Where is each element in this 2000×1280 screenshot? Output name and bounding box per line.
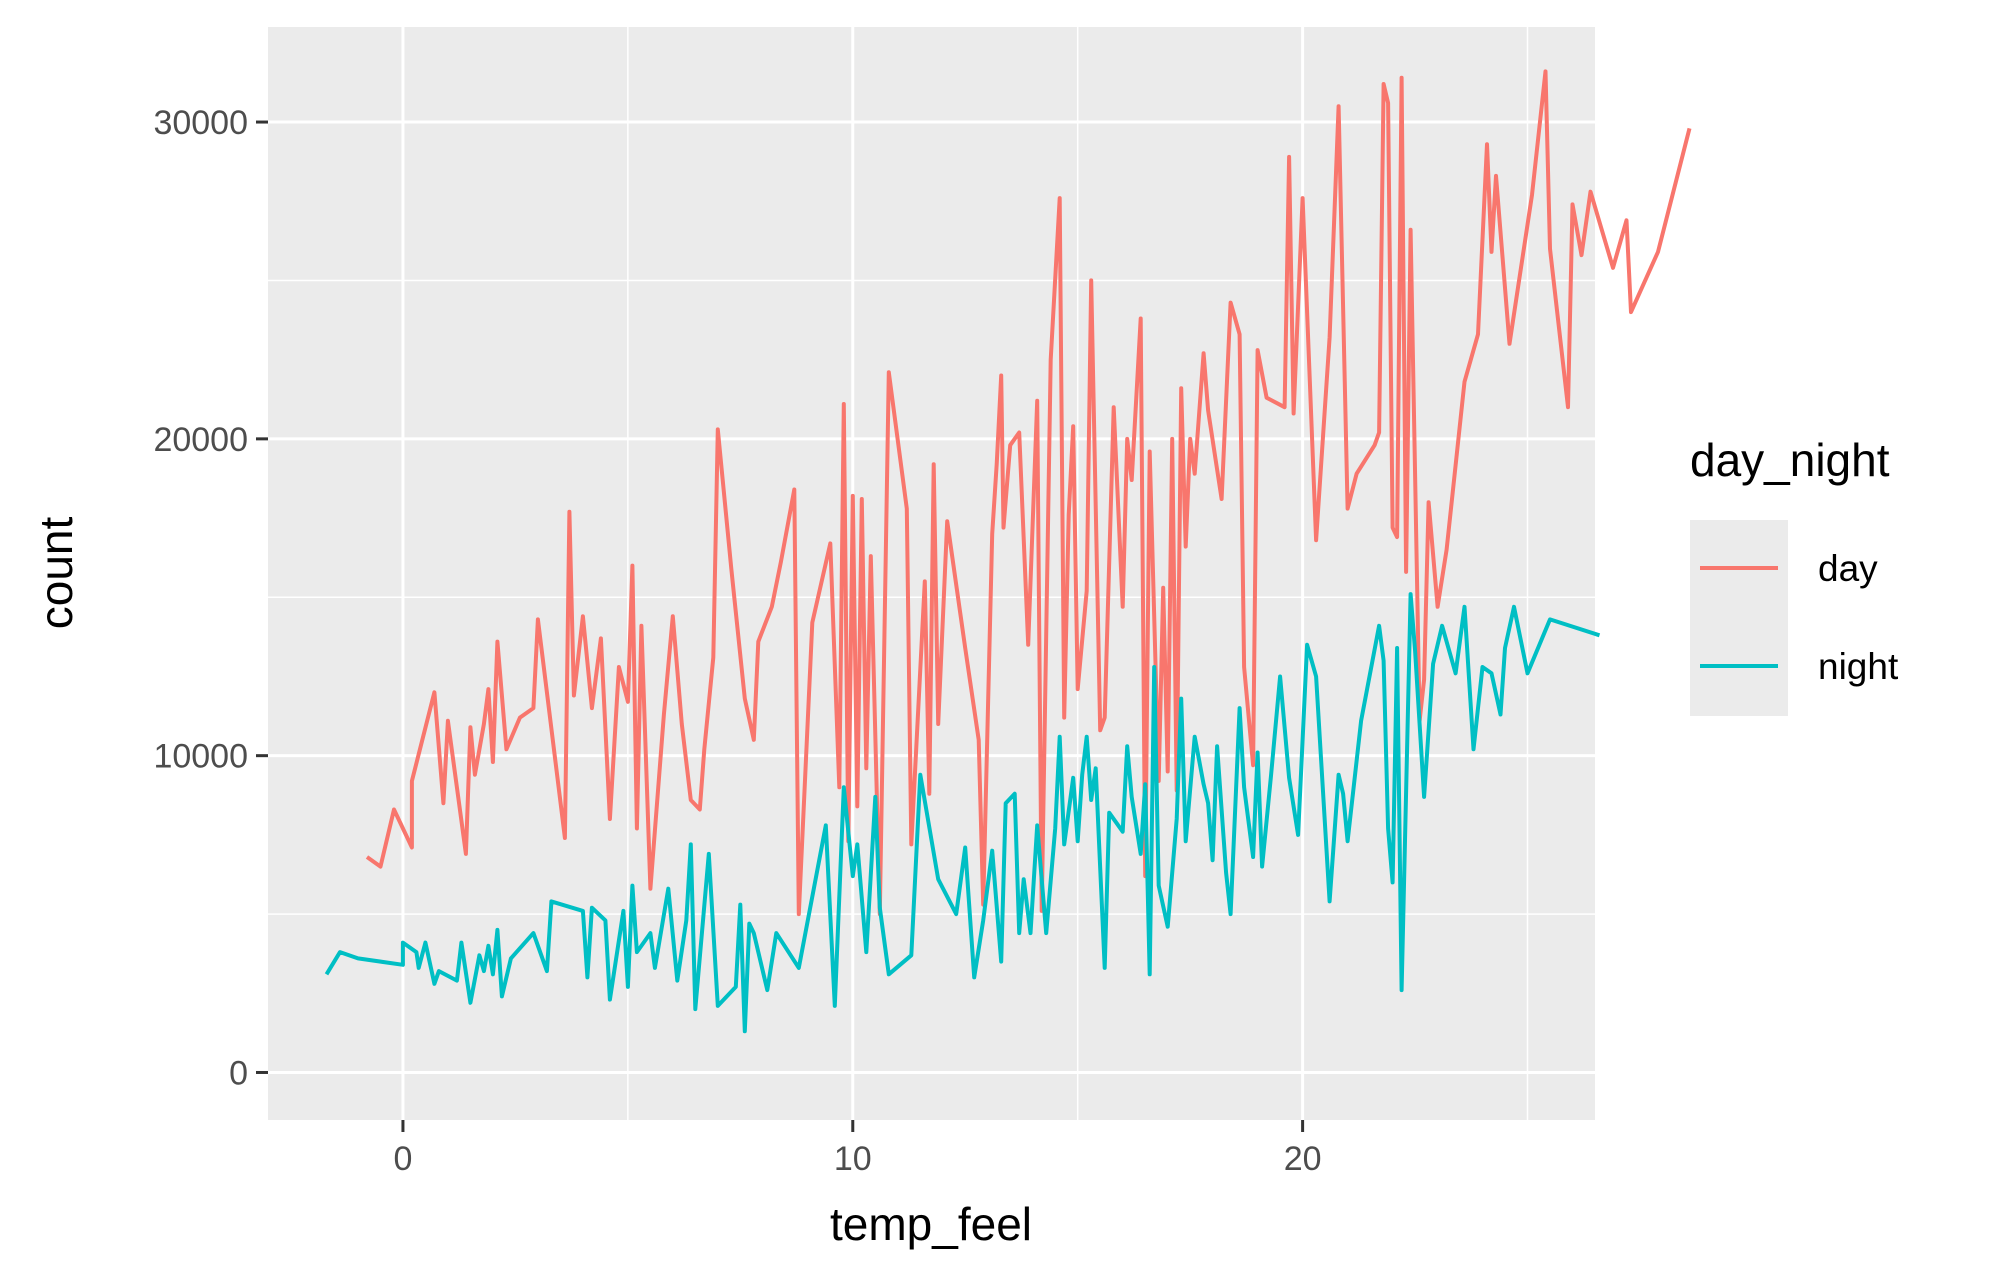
- legend-title: day_night: [1690, 434, 1890, 486]
- legend-label-night: night: [1818, 646, 1899, 687]
- legend-label-day: day: [1818, 548, 1878, 589]
- y-tick-label: 20000: [153, 421, 248, 459]
- y-axis: 0 10000 20000 30000: [153, 104, 268, 1092]
- series-lines: [324, 69, 1692, 1034]
- minor-gridlines: [268, 27, 1595, 1120]
- series-line-day: [365, 69, 1692, 917]
- y-tick-label: 10000: [153, 738, 248, 776]
- y-tick-label: 30000: [153, 104, 248, 142]
- legend-key-background: [1690, 520, 1788, 716]
- y-tick-label: 0: [229, 1054, 248, 1092]
- y-axis-title: count: [30, 517, 82, 630]
- x-axis: 0 10 20: [393, 1120, 1322, 1178]
- x-axis-title: temp_feel: [830, 1198, 1032, 1250]
- x-tick-label: 20: [1284, 1140, 1322, 1178]
- legend: day_night day night: [1690, 434, 1899, 716]
- series-line-night: [324, 592, 1601, 1034]
- x-tick-label: 0: [393, 1140, 412, 1178]
- legend-items: day night: [1700, 548, 1899, 687]
- x-tick-label: 10: [834, 1140, 872, 1178]
